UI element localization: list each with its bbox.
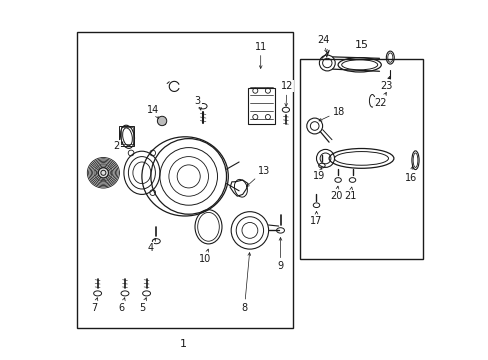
Text: 9: 9 [277, 238, 283, 271]
Text: 17: 17 [310, 211, 322, 226]
Text: 20: 20 [329, 186, 342, 201]
Text: 6: 6 [118, 298, 125, 313]
Text: 22: 22 [374, 93, 386, 108]
Text: 11: 11 [254, 42, 266, 68]
Text: 16: 16 [404, 166, 416, 183]
Text: 7: 7 [91, 298, 98, 313]
Text: 23: 23 [379, 76, 391, 91]
Text: 13: 13 [246, 166, 269, 186]
Circle shape [157, 116, 166, 126]
Text: 19: 19 [312, 168, 324, 181]
Circle shape [98, 168, 108, 178]
Text: 15: 15 [354, 40, 368, 50]
Text: 4: 4 [147, 238, 155, 253]
Bar [247, 88, 275, 124]
Text: 12: 12 [280, 81, 293, 106]
Text: 3: 3 [194, 96, 201, 110]
Text: 21: 21 [343, 187, 355, 201]
Text: 14: 14 [147, 105, 159, 118]
Text: 24: 24 [316, 35, 328, 53]
Text: 5: 5 [139, 298, 146, 313]
Bar [119, 126, 134, 146]
Bar [300, 59, 422, 259]
Text: 18: 18 [318, 107, 344, 121]
Bar [77, 32, 292, 328]
Text: 2: 2 [113, 141, 123, 151]
Text: 1: 1 [180, 339, 186, 349]
Text: 8: 8 [241, 253, 250, 313]
Text: 10: 10 [198, 249, 211, 264]
Bar [121, 127, 133, 144]
Bar [159, 118, 165, 124]
